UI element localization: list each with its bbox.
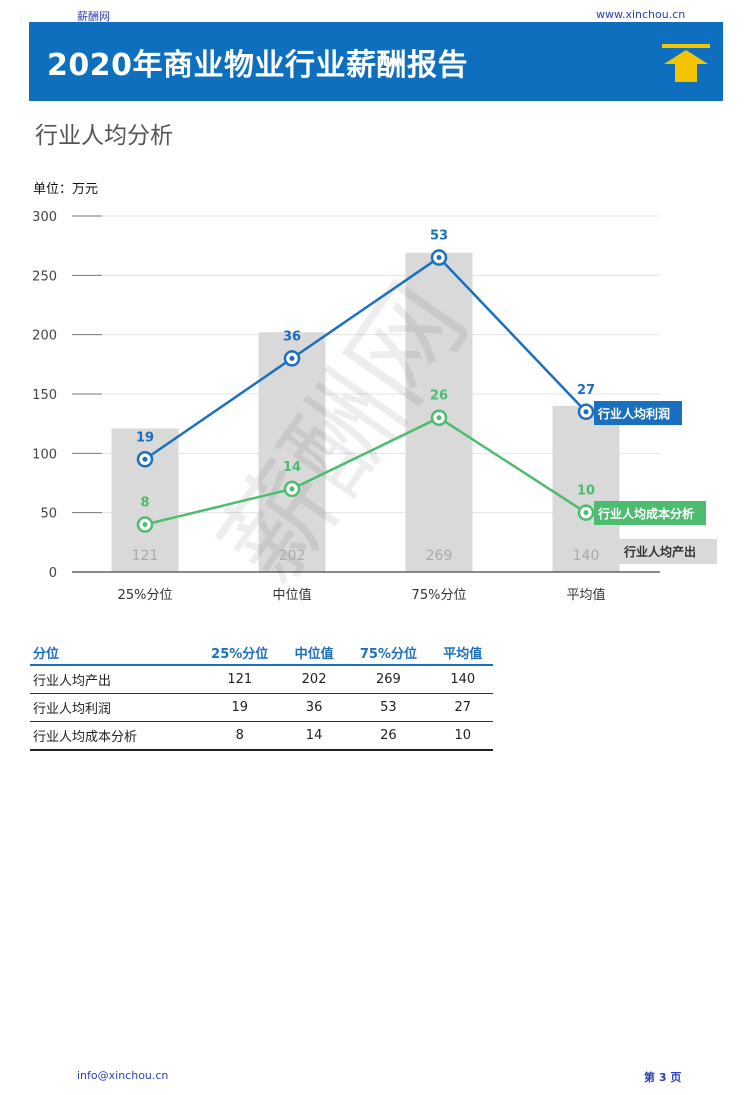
table-header-cell: 75%分位 [344, 640, 433, 666]
series-value-label: 53 [430, 229, 448, 244]
series-point-dot [289, 486, 295, 492]
series-tag [594, 401, 682, 425]
series-value-label: 26 [430, 389, 448, 404]
x-tick-label: 75%分位 [412, 588, 467, 603]
series-point-dot [142, 456, 148, 462]
table-cell: 行业人均产出 [30, 665, 196, 694]
report-banner: 2020年商业物业行业薪酬报告 [29, 22, 723, 101]
series-line [144, 255, 587, 461]
y-tick-label: 300 [32, 210, 57, 225]
table-cell: 27 [432, 693, 493, 722]
table-cell: 10 [432, 721, 493, 751]
table-cell: 行业人均利润 [30, 693, 196, 722]
table-cell: 53 [344, 693, 433, 722]
footer-email-link[interactable]: info@xinchou.cn [77, 1069, 169, 1082]
table-header-row: 分位 25%分位 中位值 75%分位 平均值 [30, 640, 493, 666]
series-point-dot [289, 355, 295, 361]
site-name-link[interactable]: 薪酬网 [77, 10, 110, 23]
bar-value-label: 202 [279, 548, 306, 564]
series-tag [594, 501, 706, 525]
table-cell: 8 [195, 721, 284, 751]
table-header-cell: 平均值 [432, 640, 493, 666]
y-tick-label: 200 [32, 329, 57, 344]
y-tick-label: 50 [40, 507, 57, 522]
table-cell: 14 [283, 721, 345, 751]
table-header-cell: 25%分位 [195, 640, 284, 666]
unit-label: 单位：万元 [33, 182, 99, 197]
series-tag-label: 行业人均成本分析 [597, 506, 694, 521]
y-tick-label: 250 [32, 269, 57, 284]
series-value-label: 19 [136, 430, 154, 445]
table-cell: 202 [283, 665, 345, 694]
series-value-label: 8 [140, 496, 149, 511]
table-cell: 行业人均成本分析 [30, 721, 196, 751]
report-title: 2020年商业物业行业薪酬报告 [47, 48, 468, 83]
table-cell: 269 [344, 665, 433, 694]
series-value-label: 36 [283, 329, 301, 344]
series-point-dot [583, 409, 589, 415]
table-header-cell: 中位值 [283, 640, 345, 666]
series-point-dot [436, 415, 442, 421]
x-tick-label: 25%分位 [118, 588, 173, 603]
series-value-label: 14 [283, 460, 301, 475]
series-point-dot [436, 255, 442, 261]
page-number: 第 3 页 [644, 1071, 682, 1084]
table-cell: 140 [432, 665, 493, 694]
table-cell: 36 [283, 693, 345, 722]
series-tag-label: 行业人均利润 [597, 406, 670, 421]
series-value-label: 27 [577, 383, 595, 398]
site-url-link[interactable]: www.xinchou.cn [596, 8, 686, 21]
table-cell: 26 [344, 721, 433, 751]
bar-series-label: 行业人均产出 [623, 544, 696, 559]
section-title: 行业人均分析 [35, 123, 173, 149]
bar-value-label: 121 [132, 548, 159, 564]
series-line [144, 416, 587, 526]
series-point-dot [583, 510, 589, 516]
series-value-label: 10 [577, 484, 595, 499]
x-tick-label: 平均值 [566, 587, 605, 603]
table-cell: 19 [195, 693, 284, 722]
x-tick-label: 中位值 [272, 587, 311, 603]
up-arrow-icon [662, 44, 710, 82]
series-point-dot [142, 522, 148, 528]
y-tick-label: 100 [32, 447, 57, 462]
y-tick-label: 0 [49, 566, 57, 581]
table-header-cell: 分位 [30, 640, 196, 666]
table-row: 行业人均产出 121 202 269 140 [30, 665, 493, 694]
table-row: 行业人均成本分析 8 14 26 10 [30, 721, 493, 751]
per-capita-table: 分位 25%分位 中位值 75%分位 平均值 行业人均产出 121 202 26… [30, 640, 493, 751]
bar-series-tag [604, 539, 717, 564]
table-row: 行业人均利润 19 36 53 27 [30, 693, 493, 722]
bar-value-label: 140 [573, 548, 600, 564]
y-tick-label: 150 [32, 388, 57, 403]
bar-value-label: 269 [426, 548, 453, 564]
table-cell: 121 [195, 665, 284, 694]
